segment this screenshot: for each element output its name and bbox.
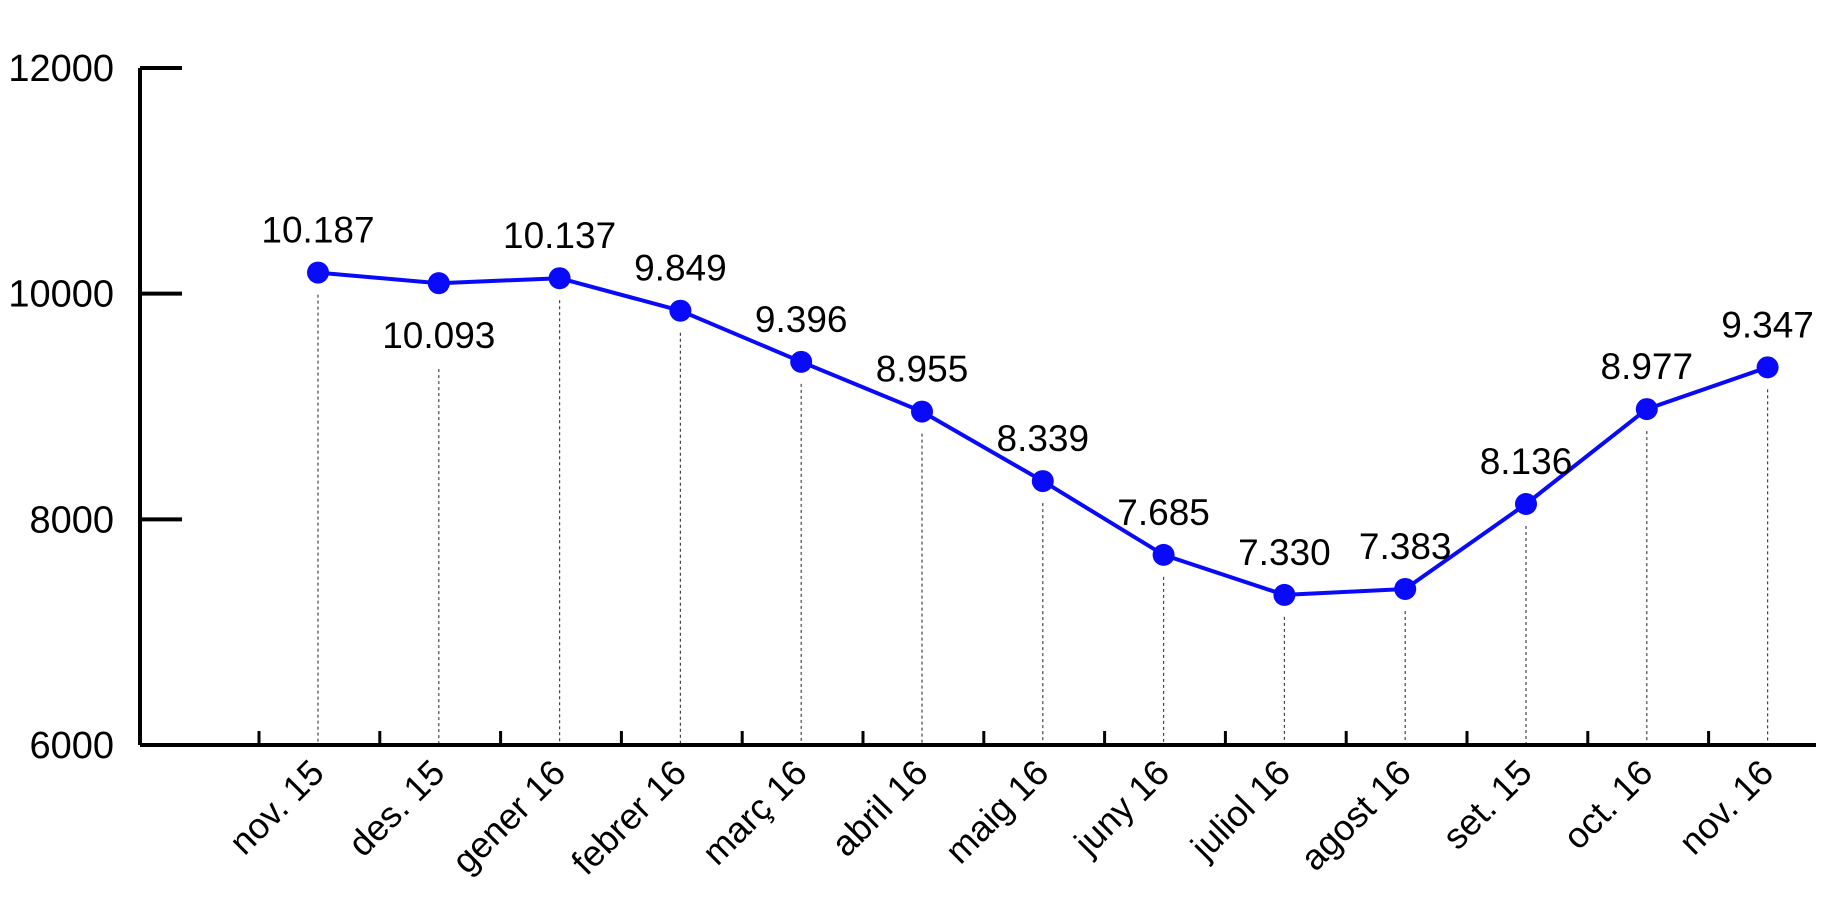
data-label: 7.330 — [1238, 532, 1331, 573]
x-tick-label: oct. 16 — [1555, 752, 1660, 857]
x-tick-label: juliol 16 — [1182, 752, 1298, 868]
data-point — [1756, 356, 1779, 379]
data-point — [1635, 398, 1658, 421]
data-point — [1152, 543, 1175, 566]
data-point — [1273, 583, 1296, 606]
y-tick-label: 12000 — [8, 48, 114, 90]
data-label: 8.339 — [997, 418, 1090, 459]
data-label: 8.955 — [876, 349, 969, 390]
data-labels: 10.187 10.093 10.137 9.849 9.396 8.955 8.339 7.… — [261, 210, 1813, 573]
y-tick-label: 10000 — [8, 274, 114, 316]
data-point — [1394, 577, 1417, 600]
x-tick-label: set. 15 — [1434, 752, 1539, 857]
data-label: 7.685 — [1117, 492, 1210, 533]
data-point — [1031, 470, 1054, 493]
data-label: 10.093 — [382, 315, 495, 356]
x-tick-label: nov. 15 — [221, 752, 332, 863]
data-point — [790, 350, 813, 373]
y-tick-labels: 6000 8000 10000 12000 — [8, 48, 114, 767]
data-label: 7.383 — [1359, 526, 1452, 567]
data-label: 9.347 — [1721, 304, 1814, 345]
data-label: 10.137 — [503, 215, 616, 256]
y-ticks — [140, 66, 182, 522]
data-point — [548, 267, 571, 290]
data-point — [427, 272, 450, 295]
x-tick-label: març 16 — [694, 752, 815, 873]
x-tick-label: agost 16 — [1292, 752, 1419, 879]
x-tick-label: juny 16 — [1065, 752, 1177, 864]
data-point — [911, 400, 933, 423]
data-points — [307, 261, 1779, 606]
x-tick-label: abril 16 — [823, 752, 935, 864]
x-tick-label: maig 16 — [937, 752, 1057, 872]
data-label: 10.187 — [261, 210, 374, 251]
x-tick-label: des. 15 — [340, 752, 452, 864]
data-label: 9.396 — [755, 299, 848, 340]
y-tick-label: 6000 — [29, 725, 114, 767]
data-point — [1515, 492, 1537, 515]
x-ticks — [257, 731, 1711, 745]
data-label: 9.849 — [634, 248, 727, 289]
drop-lines — [317, 294, 1769, 743]
data-point — [669, 299, 692, 322]
axes — [138, 66, 1816, 747]
y-tick-label: 8000 — [29, 499, 114, 541]
x-tick-label: gener 16 — [444, 752, 573, 881]
data-point — [307, 261, 329, 284]
data-label: 8.977 — [1601, 346, 1694, 387]
data-label: 8.136 — [1480, 441, 1573, 482]
x-tick-label: febrer 16 — [563, 752, 694, 883]
x-tick-label: nov. 16 — [1671, 752, 1782, 863]
